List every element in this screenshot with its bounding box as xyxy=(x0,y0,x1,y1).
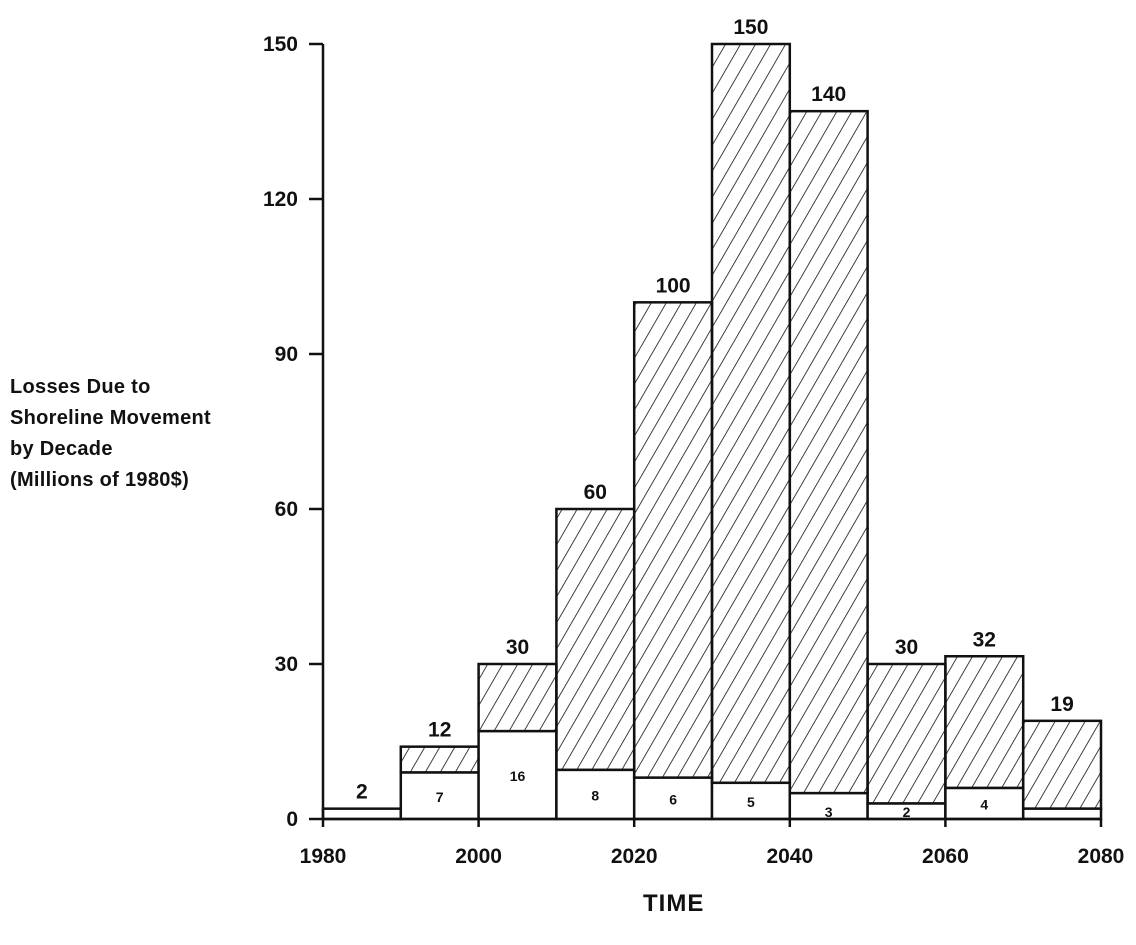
lower-label-1990: 7 xyxy=(436,789,444,805)
total-label-2020: 100 xyxy=(656,274,691,297)
bar-upper-2050 xyxy=(866,662,947,805)
bars-layer xyxy=(321,42,1103,821)
y-axis-title-line-3: by Decade xyxy=(10,438,113,460)
axes-layer xyxy=(309,42,1103,827)
y-tick-label-0: 0 xyxy=(286,808,298,831)
bar-upper-1990 xyxy=(399,745,480,774)
total-label-2010: 60 xyxy=(584,481,607,504)
bar-upper-2020 xyxy=(632,301,714,779)
lower-label-2000: 16 xyxy=(510,768,526,784)
bar-upper-2030 xyxy=(710,42,792,785)
y-axis-title: Losses Due to Shoreline Movement by Deca… xyxy=(10,372,310,496)
total-label-2040: 140 xyxy=(811,83,846,106)
x-tick-label-2040: 2040 xyxy=(766,845,813,868)
total-label-1980: 2 xyxy=(356,781,368,804)
bar-upper-2010 xyxy=(555,507,636,772)
bar-lower-2070 xyxy=(1021,807,1103,821)
x-tick-label-2000: 2000 xyxy=(455,845,502,868)
y-tick-label-60: 60 xyxy=(275,498,298,521)
x-tick-label-2080: 2080 xyxy=(1078,845,1125,868)
y-tick-label-120: 120 xyxy=(263,188,298,211)
lower-label-2050: 2 xyxy=(903,804,911,820)
bar-upper-2060 xyxy=(944,655,1025,790)
total-label-2030: 150 xyxy=(733,16,768,39)
lower-label-2010: 8 xyxy=(591,787,599,803)
x-tick-label-1980: 1980 xyxy=(300,845,347,868)
lower-label-2030: 5 xyxy=(747,794,755,810)
total-label-1990: 12 xyxy=(428,719,451,742)
y-axis-title-line-1: Losses Due to xyxy=(10,376,151,398)
bar-upper-2040 xyxy=(788,109,869,795)
y-tick-label-150: 150 xyxy=(263,33,298,56)
lower-label-2060: 4 xyxy=(980,797,988,813)
y-axis-title-line-2: Shoreline Movement xyxy=(10,407,211,429)
total-label-2060: 32 xyxy=(973,628,996,651)
bar-upper-2070 xyxy=(1021,719,1103,810)
bar-upper-2000 xyxy=(477,662,558,733)
bar-lower-2010 xyxy=(555,768,636,821)
bar-lower-1980 xyxy=(321,807,403,821)
lower-label-2040: 3 xyxy=(825,804,833,820)
y-tick-label-30: 30 xyxy=(275,653,298,676)
labels-layer: 2 12 7 30 16 60 8 100 6 150 5 140 3 30 2 32 4 19 0 30 60 90 12… xyxy=(263,16,1124,868)
y-tick-label-90: 90 xyxy=(275,343,298,366)
x-tick-label-2020: 2020 xyxy=(611,845,658,868)
x-axis-title: TIME xyxy=(643,890,705,917)
total-label-2000: 30 xyxy=(506,636,529,659)
x-tick-label-2060: 2060 xyxy=(922,845,969,868)
y-axis-title-line-4: (Millions of 1980$) xyxy=(10,469,190,491)
total-label-2050: 30 xyxy=(895,636,918,659)
total-label-2070: 19 xyxy=(1050,693,1073,716)
lower-label-2020: 6 xyxy=(669,791,677,807)
